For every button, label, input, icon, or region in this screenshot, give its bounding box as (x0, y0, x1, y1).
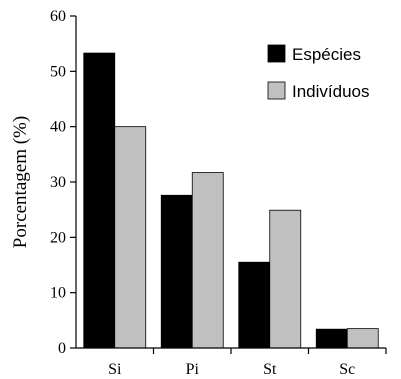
y-tick-label: 10 (50, 285, 66, 302)
bar-Espécies-Sc (315, 328, 348, 349)
legend-label: Espécies (292, 45, 361, 64)
x-tick-label: Pi (186, 361, 200, 378)
bar-Indivíduos-Si (114, 126, 147, 349)
y-tick-label: 60 (50, 8, 66, 25)
y-tick-label: 40 (50, 119, 66, 136)
x-tick-label: St (263, 361, 277, 378)
bar-Indivíduos-St (269, 209, 302, 349)
bar-Espécies-Si (83, 52, 116, 349)
legend-label: Indivíduos (292, 82, 370, 101)
legend-swatch (267, 81, 286, 100)
legend-swatch (267, 44, 286, 63)
y-ticks-group: 0 10 20 30 40 50 60 (50, 8, 76, 357)
y-tick-label: 50 (50, 63, 66, 80)
bar-Indivíduos-Pi (191, 172, 224, 349)
y-axis-title: Porcentagem (%) (10, 116, 31, 248)
y-tick-label: 0 (58, 340, 66, 357)
bars-group (83, 52, 379, 349)
bar-Espécies-St (238, 261, 271, 349)
y-tick-label: 30 (50, 174, 66, 191)
x-tick-label: Sc (339, 361, 355, 378)
bar-Espécies-Pi (160, 194, 193, 349)
x-ticks-group: Si Pi St Sc (108, 348, 387, 378)
bar-Indivíduos-Sc (346, 328, 379, 349)
legend: Espécies Indivíduos (267, 44, 370, 101)
y-tick-label: 20 (50, 229, 66, 246)
x-tick-label: Si (108, 361, 122, 378)
